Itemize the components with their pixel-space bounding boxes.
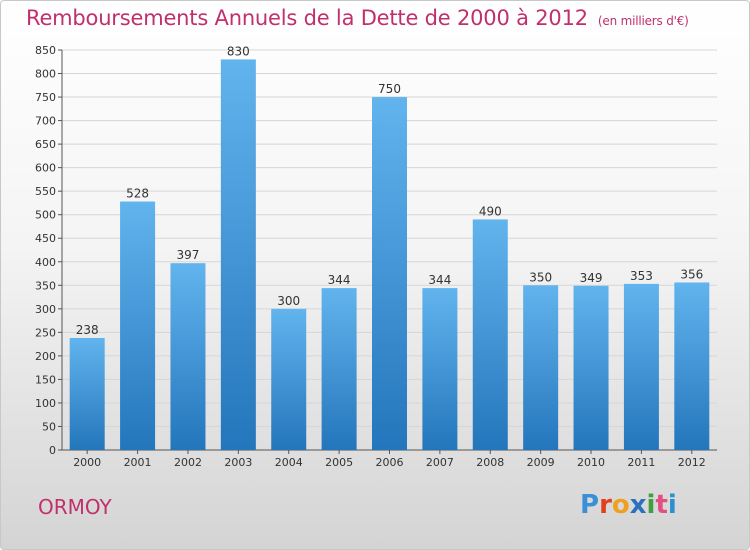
x-tick-label: 2000	[73, 456, 101, 469]
logo-letter: i	[667, 490, 677, 520]
bar	[69, 338, 105, 450]
data-label: 356	[680, 267, 703, 281]
bar	[623, 283, 659, 450]
x-tick-label: 2007	[426, 456, 454, 469]
x-tick-label: 2008	[476, 456, 504, 469]
bar	[120, 201, 156, 450]
logo-letter: x	[629, 490, 647, 520]
x-tick-label: 2011	[627, 456, 655, 469]
y-tick-label: 500	[35, 209, 56, 222]
bar	[170, 263, 206, 450]
bar	[321, 288, 357, 450]
data-label: 238	[76, 323, 99, 337]
data-label: 349	[580, 271, 603, 285]
logo-letter: t	[655, 490, 668, 520]
data-label: 528	[126, 187, 149, 201]
bar	[422, 288, 458, 450]
data-label: 300	[277, 294, 300, 308]
bar	[372, 97, 407, 450]
chart-title-text: Remboursements Annuels de la Dette de 20…	[26, 6, 588, 30]
bar	[523, 285, 559, 450]
data-label: 397	[177, 248, 200, 262]
data-label: 344	[328, 273, 351, 287]
chart-subtitle: (en milliers d'€)	[597, 14, 689, 28]
x-tick-label: 2006	[376, 456, 404, 469]
x-tick-label: 2012	[678, 456, 706, 469]
x-tick-label: 2010	[577, 456, 605, 469]
x-tick-label: 2002	[174, 456, 202, 469]
data-label: 490	[479, 204, 502, 218]
x-tick-label: 2001	[124, 456, 152, 469]
bar	[573, 285, 609, 450]
y-tick-label: 650	[35, 138, 56, 151]
x-tick-label: 2005	[325, 456, 353, 469]
y-tick-label: 600	[35, 162, 56, 175]
x-tick-label: 2004	[275, 456, 303, 469]
data-label: 344	[428, 273, 451, 287]
bar	[472, 219, 508, 450]
y-tick-label: 750	[35, 91, 56, 104]
y-tick-label: 350	[35, 279, 56, 292]
bar	[271, 308, 307, 450]
y-tick-label: 800	[35, 68, 56, 81]
y-tick-label: 850	[35, 44, 56, 57]
y-tick-label: 700	[35, 115, 56, 128]
x-tick-label: 2003	[224, 456, 252, 469]
y-axis-ticks: 0 50 100 150 200 250 300 350 400 450 500 550 600 650 7…	[35, 44, 62, 457]
y-tick-label: 100	[35, 397, 56, 410]
x-tick-label: 2009	[527, 456, 555, 469]
bars: 238 528 397 830 300 344 750 344 490 350 349 353 356	[69, 44, 710, 450]
y-tick-label: 550	[35, 185, 56, 198]
y-tick-label: 450	[35, 232, 56, 245]
proxiti-logo: Proxiti	[580, 490, 677, 520]
y-tick-label: 50	[42, 420, 56, 433]
logo-letter: P	[580, 490, 600, 520]
y-tick-label: 0	[49, 444, 56, 457]
bar	[674, 282, 710, 450]
bar	[220, 59, 256, 450]
y-tick-label: 400	[35, 256, 56, 269]
data-label: 750	[378, 82, 401, 96]
logo-letter: r	[599, 490, 612, 520]
data-label: 830	[227, 44, 250, 58]
chart-title: Remboursements Annuels de la Dette de 20…	[26, 6, 689, 30]
y-tick-label: 200	[35, 350, 56, 363]
y-tick-label: 250	[35, 326, 56, 339]
data-label: 350	[529, 270, 552, 284]
y-tick-label: 150	[35, 373, 56, 386]
location-label: ORMOY	[38, 495, 112, 519]
data-label: 353	[630, 269, 653, 283]
y-tick-label: 300	[35, 303, 56, 316]
logo-letter: i	[646, 490, 656, 520]
logo-letter: o	[611, 490, 630, 520]
x-axis-ticks: 2000 2001 2002 2003 2004 2005 2006 2007 2008 2009…	[73, 450, 706, 469]
